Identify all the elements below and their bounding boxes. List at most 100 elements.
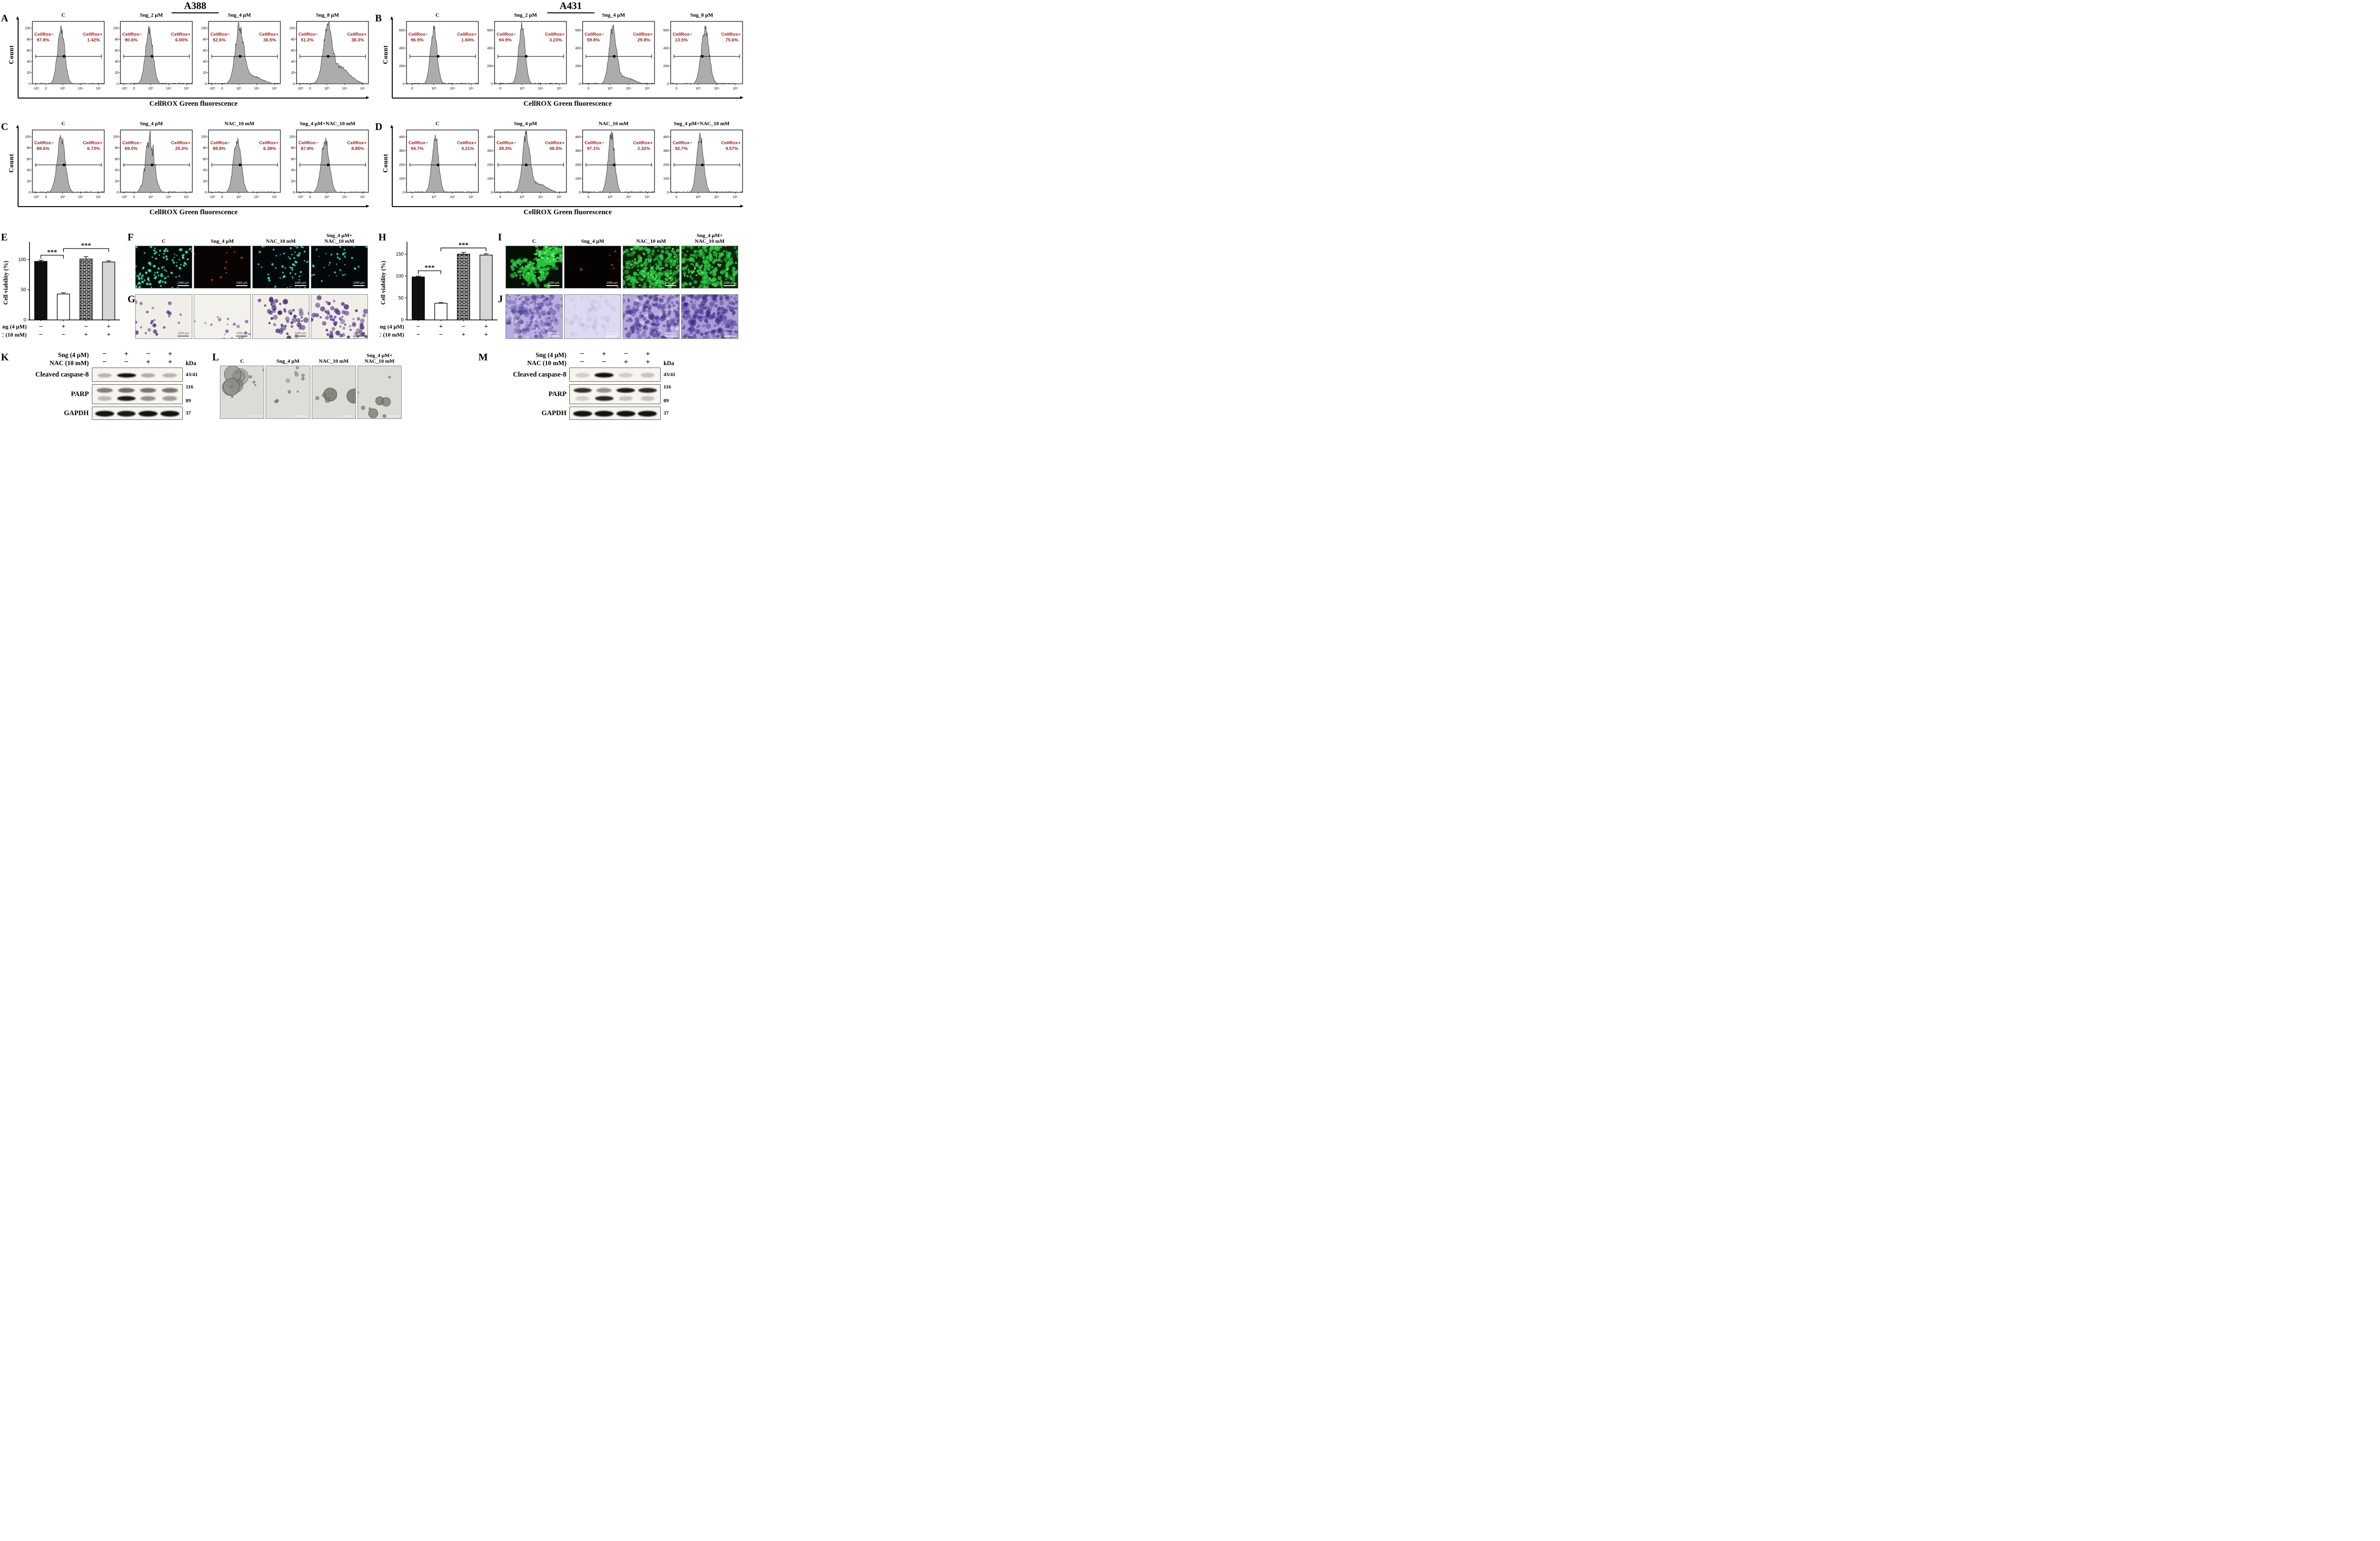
svg-text:10⁵: 10⁵: [96, 87, 101, 90]
micro-column-title: Sng_4 µM: [581, 239, 605, 245]
svg-text:51.2%: 51.2%: [301, 38, 314, 43]
treatment-sign: −: [624, 350, 628, 358]
svg-text:10⁴: 10⁴: [450, 196, 455, 199]
flow-subplot-c2: Sng_4 µM 0 20 40 60 80 100 -10³ 0 10³ 10⁴ 10⁵ CellRo…: [108, 121, 195, 208]
svg-text:0: 0: [29, 191, 30, 195]
svg-text:100: 100: [113, 136, 119, 139]
svg-text:13.5%: 13.5%: [675, 38, 688, 43]
svg-text:-10³: -10³: [121, 196, 127, 199]
svg-text:10³: 10³: [431, 87, 436, 90]
flow-subplot-c3: NAC_10 mM 0 20 40 60 80 100 -10³ 0 10³ 10⁴ 10⁵ CellR…: [196, 121, 283, 208]
svg-text:8.85%: 8.85%: [351, 146, 364, 151]
flow-histogram-plot: 0 200 400 600 0 10³ 10⁴ 10⁵ CellRox−13.5% CellRox…: [663, 21, 743, 90]
svg-text:Sng (4 µM): Sng (4 µM): [2, 323, 27, 330]
svg-text:-10³: -10³: [33, 196, 39, 199]
flow-histogram-plot: 0 200 400 600 0 10³ 10⁴ 10⁵ CellRox−96.9% CellRox…: [399, 21, 479, 90]
svg-text:−: −: [416, 331, 420, 338]
svg-text:40: 40: [203, 60, 207, 64]
svg-text:20: 20: [115, 180, 119, 183]
svg-text:CellRox−: CellRox−: [298, 140, 318, 146]
svg-text:100: 100: [289, 27, 295, 30]
svg-text:200: 200: [399, 163, 405, 167]
micrograph-row: 1000 µm 1000 µm 1000 µm 1000 µm: [135, 246, 370, 288]
svg-text:92.7%: 92.7%: [675, 146, 688, 151]
svg-text:100: 100: [113, 27, 119, 30]
kda-value: 37: [186, 410, 191, 416]
svg-text:600: 600: [663, 29, 669, 32]
kda-value: 116: [664, 384, 671, 390]
svg-text:400: 400: [575, 47, 581, 50]
svg-text:-10³: -10³: [297, 196, 303, 199]
y-axis-arrow-icon: [16, 125, 19, 207]
svg-text:200: 200: [575, 163, 581, 167]
svg-text:10⁵: 10⁵: [469, 87, 474, 90]
panel-letter-l: L: [212, 351, 219, 363]
protein-label: PARP: [548, 390, 566, 398]
kda-value: 116: [186, 384, 194, 390]
svg-text:6.38%: 6.38%: [263, 146, 276, 151]
micrograph-row: [220, 366, 402, 419]
flow-histogram-plot: 0 100 200 300 400 0 10³ 10⁴ 10⁵ CellRox−39.3% Cell…: [487, 129, 567, 199]
panel-letter-a: A: [1, 12, 9, 24]
svg-text:CellRox+: CellRox+: [347, 32, 367, 37]
svg-text:80: 80: [27, 147, 30, 150]
histogram-condition-title: Sng_4 µM+NAC_10 mM: [299, 121, 356, 127]
svg-text:52.6%: 52.6%: [213, 38, 226, 43]
svg-text:CellRox−: CellRox−: [673, 140, 692, 146]
count-axis-label: Count: [8, 153, 15, 173]
svg-text:−: −: [416, 323, 420, 330]
svg-text:−: −: [462, 323, 466, 330]
treatment-row-label: NAC (10 mM): [527, 359, 566, 367]
svg-text:400: 400: [663, 47, 669, 50]
svg-text:1000 µm: 1000 µm: [236, 282, 247, 285]
protein-label: Cleaved caspase-8: [513, 370, 566, 378]
svg-text:0: 0: [309, 196, 311, 199]
blot-row-cleaved-caspase-8: Cleaved caspase-8 43/41: [478, 368, 692, 382]
svg-text:CellRox−: CellRox−: [298, 32, 318, 37]
histogram-condition-title: NAC_10 mM: [598, 121, 629, 127]
panel-letter-b: B: [375, 12, 382, 24]
x-axis-arrow-icon: [18, 96, 369, 99]
svg-text:CellRox+: CellRox+: [633, 140, 653, 146]
svg-text:0: 0: [491, 83, 493, 86]
flow-panel-b: B Count C 0 200 400 600 0 10³ 10⁴ 10⁵ CellRox− 96.…: [375, 12, 745, 109]
micrograph-image: 1000 µm: [252, 294, 309, 339]
svg-text:Cell viability (%): Cell viability (%): [2, 261, 9, 305]
svg-text:10³: 10³: [236, 196, 241, 199]
svg-text:+: +: [61, 323, 65, 330]
svg-text:CellRox−: CellRox−: [210, 32, 230, 37]
svg-text:20: 20: [291, 71, 295, 75]
svg-text:CellRox+: CellRox+: [259, 140, 278, 146]
crystal-violet-panel-j: J 1000 µm 1000 µm 1000 µm 1000 µm: [498, 290, 741, 339]
count-axis-label: Count: [382, 45, 389, 64]
svg-text:80: 80: [291, 38, 295, 41]
histogram-condition-title: Sng_4 µM: [602, 12, 625, 18]
svg-text:60: 60: [27, 158, 30, 161]
svg-text:100: 100: [289, 136, 295, 139]
panel-letter-m: M: [478, 351, 488, 363]
svg-text:400: 400: [399, 136, 405, 139]
flow-histogram-plot: 0 200 400 600 0 10³ 10⁴ 10⁵ CellRox−59.8% CellRox…: [575, 21, 655, 90]
svg-text:CellRox−: CellRox−: [673, 32, 692, 37]
count-axis: Count: [382, 121, 394, 208]
svg-text:40: 40: [27, 169, 30, 172]
flow-histograms-d: C 0 100 200 300 400 0 10³ 10⁴ 10⁵ CellRox− 94.7% Cel…: [394, 121, 745, 208]
panel-letter-j: J: [498, 293, 503, 305]
x-axis-label: CellROX Green fluorescence: [523, 209, 612, 216]
kda-value: 89: [186, 398, 191, 404]
svg-text:75.6%: 75.6%: [725, 38, 738, 43]
svg-text:6.73%: 6.73%: [87, 146, 100, 151]
cell-line-header-a431: A431: [547, 0, 595, 13]
svg-text:40: 40: [115, 169, 119, 172]
flow-subplot-d3: NAC_10 mM 0 100 200 300 400 0 10³ 10⁴ 10⁵ CellRox−…: [570, 121, 657, 208]
svg-text:10⁴: 10⁴: [78, 87, 83, 90]
flow-panel-a: A Count C 0 20 40 60 80 100 -10³ 0 10³ 10⁴ 10⁵ CellR…: [1, 12, 371, 109]
svg-text:300: 300: [575, 149, 581, 153]
blot-row-gapdh: GAPDH 37: [478, 407, 692, 420]
fluorescence-panel-f: F C Sng_4 µM NAC_10 mM Sng_4 µM+ NAC_10 mM 1…: [128, 231, 370, 288]
svg-text:10⁵: 10⁵: [469, 196, 474, 199]
svg-text:36.5%: 36.5%: [263, 38, 276, 43]
